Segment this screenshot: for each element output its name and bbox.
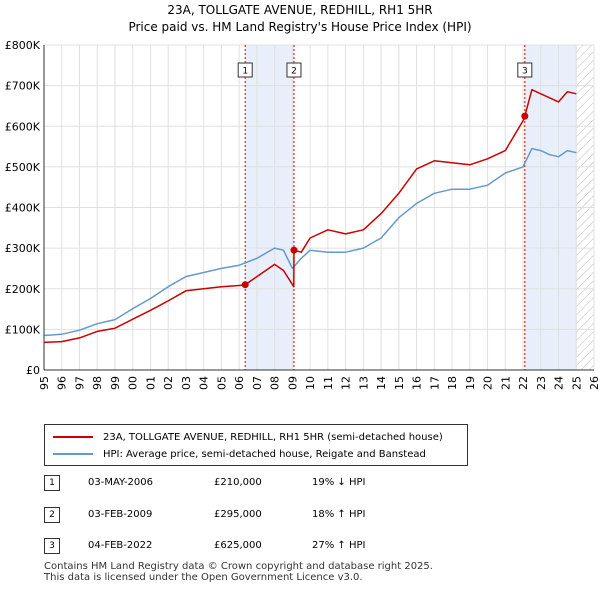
x-tick-label: 2022: [517, 376, 530, 390]
x-tick-label: 1997: [73, 376, 86, 390]
transaction-date: 03-FEB-2009: [88, 509, 153, 520]
transaction-label: 1: [242, 67, 248, 77]
x-tick-label: 2024: [553, 376, 566, 390]
transaction-price: £210,000: [214, 477, 262, 488]
x-tick-label: 2004: [198, 376, 211, 390]
legend-label-hpi: HPI: Average price, semi-detached house,…: [103, 448, 426, 460]
transaction-number: 1: [44, 475, 60, 491]
transaction-label-box: [286, 62, 302, 78]
x-tick-label: 2016: [411, 376, 424, 390]
x-tick-label: 2003: [180, 376, 193, 390]
x-tick-label: 1999: [109, 376, 122, 390]
x-tick-label: 2025: [570, 376, 583, 390]
x-tick-label: 2005: [215, 376, 228, 390]
transaction-price: £295,000: [214, 509, 262, 520]
x-tick-label: 1996: [56, 376, 69, 390]
x-tick-label: 2007: [251, 376, 264, 390]
x-tick-label: 2017: [428, 376, 441, 390]
transaction-number: 3: [44, 538, 60, 554]
legend-label-property: 23A, TOLLGATE AVENUE, REDHILL, RH1 5HR (…: [103, 431, 443, 443]
x-tick-label: 2009: [286, 376, 299, 390]
transaction-label-box: [517, 62, 533, 78]
price-chart: 23A, TOLLGATE AVENUE, REDHILL, RH1 5HR P…: [5, 3, 600, 390]
x-tick-label: 2021: [499, 376, 512, 390]
attribution-line-1: Contains HM Land Registry data © Crown c…: [44, 561, 433, 572]
chart-title: 23A, TOLLGATE AVENUE, REDHILL, RH1 5HR: [167, 3, 432, 17]
x-tick-label: 2008: [269, 376, 282, 390]
legend-item-hpi: HPI: Average price, semi-detached house,…: [53, 446, 426, 462]
y-tick-label: £600K: [5, 120, 41, 133]
y-tick-label: £800K: [5, 39, 41, 52]
y-tick-label: £700K: [5, 80, 41, 93]
x-tick-label: 2001: [144, 376, 157, 390]
legend-swatch-hpi: [53, 453, 93, 455]
x-tick-label: 2013: [357, 376, 370, 390]
x-tick-label: 2023: [535, 376, 548, 390]
legend-swatch-property: [53, 436, 93, 438]
x-tick-label: 2020: [482, 376, 495, 390]
transaction-date: 04-FEB-2022: [88, 540, 153, 551]
x-tick-label: 2011: [322, 376, 335, 390]
attribution-footer: Contains HM Land Registry data © Crown c…: [44, 561, 433, 583]
x-tick-label: 2018: [446, 376, 459, 390]
x-tick-label: 2002: [162, 376, 175, 390]
y-tick-label: £100K: [5, 323, 41, 336]
x-tick-label: 2014: [375, 376, 388, 390]
transaction-label: 3: [522, 67, 528, 77]
attribution-line-2: This data is licensed under the Open Gov…: [44, 572, 363, 583]
x-tick-label: 2026: [588, 376, 600, 390]
transaction-price: £625,000: [214, 540, 262, 551]
y-tick-label: £400K: [5, 202, 41, 215]
x-tick-label: 2006: [233, 376, 246, 390]
x-tick-label: 2019: [464, 376, 477, 390]
transaction-point: [521, 112, 529, 120]
x-tick-label: 2015: [393, 376, 406, 390]
chart-legend: 23A, TOLLGATE AVENUE, REDHILL, RH1 5HR (…: [44, 424, 468, 466]
transaction-hpi-diff: 18% ↑ HPI: [312, 509, 366, 520]
y-tick-label: £200K: [5, 283, 41, 296]
x-tick-label: 1998: [91, 376, 104, 390]
transaction-point: [241, 281, 249, 289]
transaction-date: 03-MAY-2006: [88, 477, 154, 488]
y-tick-label: £300K: [5, 242, 41, 255]
chart-subtitle: Price paid vs. HM Land Registry's House …: [128, 20, 471, 34]
transaction-number: 2: [44, 507, 60, 523]
transaction-hpi-diff: 19% ↓ HPI: [312, 477, 366, 488]
y-tick-label: £500K: [5, 161, 41, 174]
y-tick-label: £0: [26, 364, 40, 377]
transaction-label: 2: [291, 67, 297, 77]
transaction-label-box: [237, 62, 253, 78]
x-tick-label: 1995: [38, 376, 51, 390]
transaction-point: [290, 246, 298, 254]
hpi-line: [43, 147, 577, 337]
x-tick-label: 2012: [340, 376, 353, 390]
x-tick-label: 2010: [304, 376, 317, 390]
legend-item-property: 23A, TOLLGATE AVENUE, REDHILL, RH1 5HR (…: [53, 429, 443, 445]
x-tick-label: 2000: [127, 376, 140, 390]
transaction-hpi-diff: 27% ↑ HPI: [312, 540, 366, 551]
